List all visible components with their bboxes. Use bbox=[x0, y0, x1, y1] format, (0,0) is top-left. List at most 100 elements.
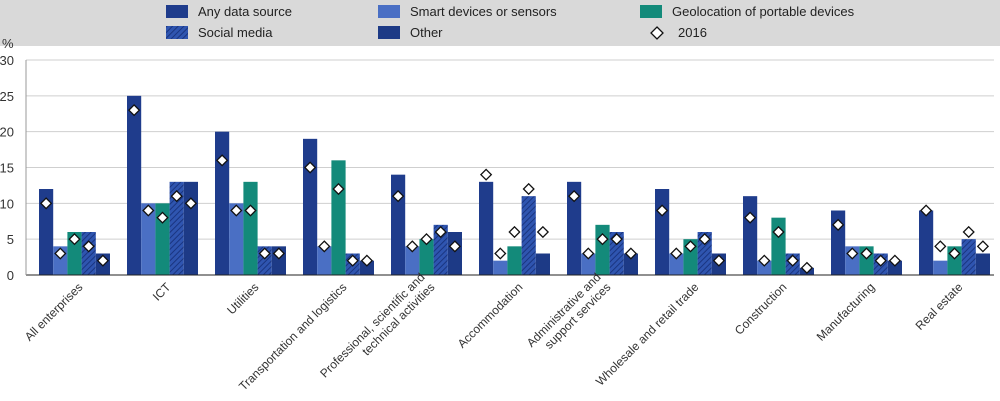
x-tick-label: Manufacturing bbox=[814, 280, 878, 344]
marker-2016 bbox=[82, 240, 95, 253]
marker-2016 bbox=[494, 247, 507, 260]
marker-2016 bbox=[698, 233, 711, 246]
marker-2016 bbox=[919, 204, 933, 217]
bar bbox=[623, 253, 638, 275]
bar bbox=[521, 196, 536, 275]
marker-2016 bbox=[888, 254, 902, 267]
marker-2016 bbox=[272, 247, 286, 260]
bar bbox=[303, 138, 318, 275]
axes: 0 5 10 15 20 25 30% bbox=[0, 36, 994, 283]
x-tick-label: ICT bbox=[150, 280, 174, 304]
x-tick-label: Wholesale and retail trade bbox=[593, 280, 702, 389]
bar bbox=[493, 260, 508, 275]
bar bbox=[169, 181, 184, 275]
legend-label: 2016 bbox=[678, 25, 707, 40]
legend-label: Smart devices or sensors bbox=[410, 4, 557, 19]
y-axis-label: % bbox=[2, 36, 14, 51]
bar bbox=[419, 239, 434, 275]
y-tick-label: 10 bbox=[0, 196, 14, 211]
marker-2016 bbox=[434, 225, 447, 239]
bar bbox=[933, 260, 948, 275]
marker-2016 bbox=[874, 254, 887, 267]
marker-2016 bbox=[303, 161, 317, 174]
legend-item: Geolocation of portable devices bbox=[640, 4, 855, 19]
marker-2016 bbox=[215, 154, 229, 167]
legend-label: Social media bbox=[198, 25, 273, 40]
marker-2016 bbox=[406, 240, 419, 253]
marker-2016 bbox=[831, 218, 845, 231]
bar bbox=[317, 246, 332, 275]
bar bbox=[887, 260, 902, 275]
legend-label: Geolocation of portable devices bbox=[672, 4, 855, 19]
legend-swatch bbox=[166, 26, 188, 39]
marker-2016 bbox=[391, 190, 405, 203]
y-tick-label: 20 bbox=[0, 125, 14, 140]
x-tick-label: Administrative andsupport services bbox=[524, 270, 614, 360]
x-tick-label: Real estate bbox=[913, 280, 966, 333]
marker-2016 bbox=[934, 240, 947, 253]
bar bbox=[535, 253, 550, 275]
marker-2016 bbox=[860, 247, 873, 260]
marker-2016 bbox=[420, 233, 433, 246]
bar bbox=[39, 189, 54, 275]
bar bbox=[919, 210, 934, 275]
marker-2016 bbox=[96, 254, 110, 267]
x-tick-label: Construction bbox=[732, 280, 790, 338]
legend-item: Other bbox=[378, 25, 443, 40]
marker-2016 bbox=[448, 240, 462, 253]
marker-2016 bbox=[567, 190, 581, 203]
marker-2016 bbox=[786, 254, 799, 267]
bar bbox=[81, 232, 96, 275]
marker-2016 bbox=[962, 225, 975, 239]
marker-2016 bbox=[976, 240, 990, 253]
bars bbox=[39, 95, 990, 275]
marker-2016 bbox=[596, 233, 609, 246]
bar bbox=[581, 253, 596, 275]
marker-2016 bbox=[170, 190, 183, 203]
bar bbox=[155, 203, 170, 275]
bar bbox=[215, 131, 230, 275]
marker-2016 bbox=[184, 197, 198, 210]
marker-2016 bbox=[142, 204, 155, 217]
marker-2016 bbox=[39, 197, 53, 210]
marker-2016 bbox=[156, 211, 169, 224]
marker-2016 bbox=[522, 182, 535, 196]
y-tick-label: 15 bbox=[0, 161, 14, 176]
marker-2016 bbox=[127, 104, 141, 117]
legend-label: Other bbox=[410, 25, 443, 40]
markers-2016 bbox=[39, 104, 990, 274]
legend-item: Smart devices or sensors bbox=[378, 4, 557, 19]
category-labels: All enterprises ICT UtilitiesTransportatio… bbox=[22, 270, 966, 393]
bar bbox=[67, 232, 82, 275]
bar bbox=[183, 181, 198, 275]
marker-2016 bbox=[712, 254, 726, 267]
x-tick-label: Accommodation bbox=[455, 280, 526, 351]
marker-2016 bbox=[360, 254, 374, 267]
legend-label: Any data source bbox=[198, 4, 292, 19]
marker-2016 bbox=[318, 240, 331, 253]
marker-2016 bbox=[846, 247, 859, 260]
bar bbox=[405, 246, 420, 275]
marker-2016 bbox=[582, 247, 595, 260]
bar bbox=[391, 174, 406, 275]
marker-2016 bbox=[54, 247, 67, 260]
marker-2016 bbox=[948, 247, 961, 260]
bar bbox=[141, 203, 156, 275]
legend-item: Any data source bbox=[166, 4, 292, 19]
marker-2016 bbox=[68, 233, 81, 246]
legend-swatch bbox=[378, 5, 400, 18]
marker-2016 bbox=[536, 225, 550, 239]
marker-2016 bbox=[758, 254, 771, 267]
bar bbox=[127, 95, 142, 275]
marker-2016 bbox=[346, 254, 359, 267]
bar bbox=[447, 232, 462, 275]
marker-2016 bbox=[655, 204, 669, 217]
x-tick-label: All enterprises bbox=[22, 280, 86, 344]
bar bbox=[567, 181, 582, 275]
legend-item: 2016 bbox=[650, 25, 707, 40]
marker-2016 bbox=[332, 182, 345, 196]
bar bbox=[609, 232, 624, 275]
bar bbox=[743, 196, 758, 275]
bar bbox=[595, 224, 610, 275]
y-tick-label: 0 bbox=[7, 268, 14, 283]
